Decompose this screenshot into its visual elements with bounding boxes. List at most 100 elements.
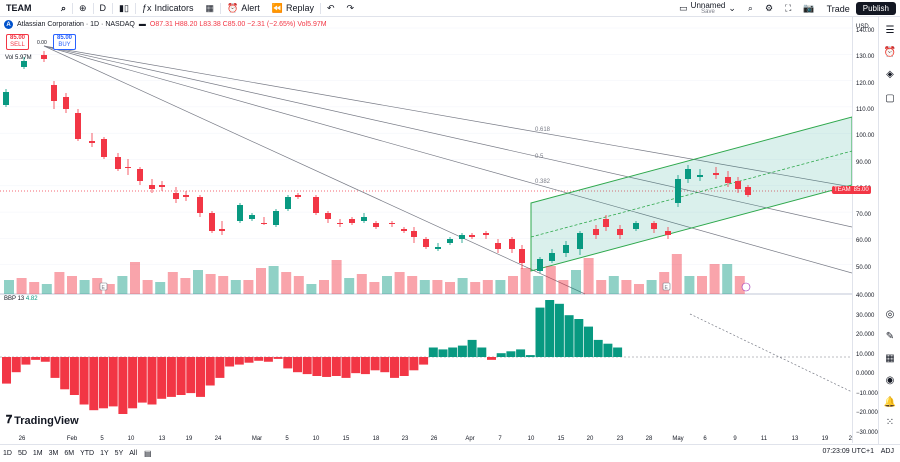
indicators-button[interactable]: ƒx Indicators	[136, 0, 200, 17]
indicator-axis-label: 40.000	[856, 293, 875, 299]
trade-button[interactable]: Trade	[826, 3, 850, 14]
time-label: 23	[402, 436, 409, 442]
time-label: Apr	[465, 436, 474, 442]
top-toolbar: TEAM ⌕ ⊕ D ▮▯ ƒx Indicators ▦ ⏰ Alert ⏪ …	[0, 0, 900, 17]
volume-bar	[79, 280, 90, 294]
settings-button[interactable]: ⚙	[759, 0, 779, 17]
alert-button[interactable]: ⏰ Alert	[221, 0, 266, 17]
buy-button[interactable]: 85.00 BUY	[53, 34, 77, 50]
replay-button[interactable]: ⏪ Replay	[266, 0, 320, 17]
calendar-range-icon[interactable]: ▤	[144, 449, 152, 458]
adj-button[interactable]: ADJ	[880, 448, 894, 455]
range-button-5d[interactable]: 5D	[17, 450, 27, 457]
bbp-bar	[302, 357, 312, 375]
compare-button[interactable]: ⊕	[73, 0, 93, 17]
range-button-1y[interactable]: 1Y	[100, 450, 109, 457]
chevron-down-icon: ⌄	[728, 3, 736, 13]
indicator-axis-label: −20.000	[856, 410, 878, 416]
candle-body	[159, 185, 165, 187]
candles	[3, 51, 751, 273]
watchlist-icon[interactable]: ☰	[885, 24, 895, 36]
divider	[92, 2, 94, 14]
range-button-5y[interactable]: 5Y	[114, 450, 124, 457]
bbp-bar	[196, 357, 205, 397]
layers-icon[interactable]: ◈	[886, 68, 894, 80]
volume-bar	[130, 262, 140, 294]
volume-bar	[230, 280, 241, 294]
time-label: 22	[849, 436, 852, 442]
bbp-bar	[205, 357, 215, 386]
sell-button[interactable]: 85.00 SELL	[6, 34, 30, 50]
bbp-bar	[438, 349, 448, 357]
price-label: 140.00	[856, 28, 875, 34]
replay-label: Replay	[285, 3, 314, 13]
range-button-ytd[interactable]: YTD	[80, 450, 95, 457]
time-label: 9	[733, 436, 737, 442]
indicator-axis-label: 0.0000	[856, 371, 875, 377]
apps-icon[interactable]: ⁙	[885, 416, 895, 428]
range-button-1m[interactable]: 1M	[32, 450, 43, 457]
tradingview-logo[interactable]: 𝟕 TradingView	[6, 414, 79, 427]
quick-search-button[interactable]: ⌕	[742, 0, 759, 17]
range-button-1d[interactable]: 1D	[3, 450, 12, 457]
volume-bar	[508, 276, 518, 294]
volume-bar	[369, 282, 380, 294]
candle-body	[295, 195, 301, 197]
candle-body	[603, 219, 609, 227]
time-label: 7	[498, 436, 502, 442]
volume-bar	[193, 270, 203, 294]
volume-bar	[533, 276, 544, 294]
layouts-button[interactable]: ▦	[200, 0, 221, 17]
candle-body	[115, 157, 121, 169]
alerts-icon[interactable]: ⏰	[883, 46, 897, 58]
price-label: 130.00	[856, 54, 875, 61]
buy-label: BUY	[58, 42, 71, 48]
volume-bar	[382, 276, 392, 294]
candle-body	[537, 259, 543, 271]
clock[interactable]: 07:23:09 UTC+1	[822, 448, 874, 455]
price-axis[interactable]: USD 140.00 130.00 120.00 110.00 100.00 90.00 8…	[852, 17, 878, 455]
atlassian-logo-icon: A	[4, 20, 13, 29]
range-button-3m[interactable]: 3M	[48, 450, 59, 457]
target-icon[interactable]: ◎	[885, 308, 895, 320]
time-label: 19	[822, 436, 829, 442]
layout-name-button[interactable]: ▭ Unnamed Save ⌄	[673, 0, 742, 17]
snapshot-button[interactable]: 📷	[797, 0, 820, 17]
redo-button[interactable]: ↷	[341, 0, 361, 17]
chart-type-button[interactable]: ▮▯	[113, 0, 135, 17]
bbp-bar	[545, 300, 555, 357]
bbp-bar	[254, 357, 264, 361]
ideas-icon[interactable]: ✎	[885, 330, 895, 342]
alert-label: Alert	[241, 3, 260, 13]
undo-button[interactable]: ↶	[321, 0, 341, 17]
time-label: May	[672, 436, 683, 442]
time-label: 6	[703, 436, 707, 442]
divider	[220, 2, 222, 14]
bbp-bar	[166, 357, 176, 397]
candle-body	[459, 235, 465, 239]
range-button-all[interactable]: All	[129, 450, 138, 457]
candle-body	[21, 61, 27, 67]
notification-icon[interactable]: 🔔	[883, 396, 897, 408]
volume-bar	[293, 276, 304, 294]
flag-icon: ▬	[138, 21, 146, 28]
calendar-icon[interactable]: ▦	[885, 352, 895, 364]
fullscreen-button[interactable]: ⛶	[779, 0, 797, 17]
volume-bar	[697, 276, 707, 294]
interval-button[interactable]: D	[99, 3, 107, 13]
range-button-6m[interactable]: 6M	[64, 450, 75, 457]
price-chart[interactable]: 0.618 0.5 0.382 E E 26 Feb 5 10 13 19 24 Mar 5 10…	[0, 17, 852, 443]
publish-button[interactable]: Publish	[855, 2, 896, 15]
time-label: 19	[186, 436, 193, 442]
chat-icon[interactable]: ▢	[885, 92, 895, 104]
indicator-axis-label: 20.000	[856, 332, 875, 338]
layout-status: Save	[701, 8, 715, 15]
symbol-search[interactable]: TEAM ⌕	[0, 0, 72, 17]
broadcast-icon[interactable]: ◉	[885, 374, 895, 386]
candle-body	[137, 169, 143, 181]
volume-bar	[621, 280, 632, 294]
divider	[112, 2, 114, 14]
bbp-bar	[60, 357, 70, 390]
bbp-bar	[477, 347, 487, 357]
earnings-marker	[662, 282, 671, 291]
